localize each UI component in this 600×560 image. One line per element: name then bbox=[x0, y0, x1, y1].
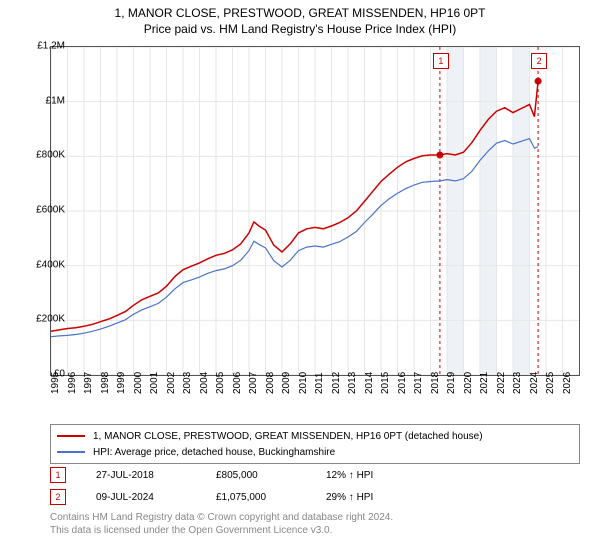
sale-delta: 29% ↑ HPI bbox=[326, 492, 416, 503]
x-axis-label: 2006 bbox=[232, 372, 243, 394]
x-axis-label: 2001 bbox=[149, 372, 160, 394]
x-axis-label: 2025 bbox=[545, 372, 556, 394]
titles: 1, MANOR CLOSE, PRESTWOOD, GREAT MISSEND… bbox=[0, 0, 600, 36]
chart-plot-area: 12 bbox=[50, 46, 580, 376]
sales-table: 1 27-JUL-2018 £805,000 12% ↑ HPI 2 09-JU… bbox=[50, 464, 580, 508]
x-axis-label: 2010 bbox=[298, 372, 309, 394]
x-axis-label: 1996 bbox=[67, 372, 78, 394]
x-axis-label: 2020 bbox=[463, 372, 474, 394]
x-axis-label: 2026 bbox=[562, 372, 573, 394]
x-axis-label: 2000 bbox=[133, 372, 144, 394]
sale-delta: 12% ↑ HPI bbox=[326, 470, 416, 481]
x-axis-label: 2016 bbox=[397, 372, 408, 394]
x-axis-label: 2022 bbox=[496, 372, 507, 394]
legend-label: HPI: Average price, detached house, Buck… bbox=[93, 447, 335, 458]
chart-svg bbox=[51, 47, 579, 375]
x-axis-label: 1995 bbox=[50, 372, 61, 394]
sale-price: £805,000 bbox=[216, 470, 326, 481]
y-axis-label: £200K bbox=[25, 314, 65, 325]
badge-number: 2 bbox=[55, 492, 60, 502]
y-axis-label: £800K bbox=[25, 150, 65, 161]
legend-box: 1, MANOR CLOSE, PRESTWOOD, GREAT MISSEND… bbox=[50, 424, 580, 464]
sale-badge: 1 bbox=[50, 467, 66, 483]
x-axis-label: 2018 bbox=[430, 372, 441, 394]
y-axis-label: £600K bbox=[25, 205, 65, 216]
x-axis-label: 2017 bbox=[413, 372, 424, 394]
sale-date: 27-JUL-2018 bbox=[96, 470, 216, 481]
footer-line: This data is licensed under the Open Gov… bbox=[50, 524, 393, 537]
x-axis-label: 2019 bbox=[446, 372, 457, 394]
x-axis-label: 2012 bbox=[331, 372, 342, 394]
x-axis-label: 2024 bbox=[529, 372, 540, 394]
title-address: 1, MANOR CLOSE, PRESTWOOD, GREAT MISSEND… bbox=[0, 6, 600, 20]
table-row: 1 27-JUL-2018 £805,000 12% ↑ HPI bbox=[50, 464, 580, 486]
table-row: 2 09-JUL-2024 £1,075,000 29% ↑ HPI bbox=[50, 486, 580, 508]
x-axis-label: 2009 bbox=[281, 372, 292, 394]
x-axis-label: 1998 bbox=[100, 372, 111, 394]
y-axis-label: £400K bbox=[25, 259, 65, 270]
x-axis-label: 1999 bbox=[116, 372, 127, 394]
x-axis-label: 2003 bbox=[182, 372, 193, 394]
x-axis-label: 2021 bbox=[479, 372, 490, 394]
legend-row: 1, MANOR CLOSE, PRESTWOOD, GREAT MISSEND… bbox=[57, 428, 573, 444]
y-axis-label: £1.2M bbox=[25, 41, 65, 52]
legend-row: HPI: Average price, detached house, Buck… bbox=[57, 444, 573, 460]
x-axis-label: 2002 bbox=[166, 372, 177, 394]
title-subtitle: Price paid vs. HM Land Registry's House … bbox=[0, 22, 600, 36]
x-axis-label: 2011 bbox=[314, 372, 325, 394]
sale-price: £1,075,000 bbox=[216, 492, 326, 503]
sale-badge: 2 bbox=[50, 489, 66, 505]
legend-swatch bbox=[57, 435, 85, 437]
x-axis-label: 2013 bbox=[347, 372, 358, 394]
x-axis-label: 2007 bbox=[248, 372, 259, 394]
legend-swatch bbox=[57, 451, 85, 453]
sale-date: 09-JUL-2024 bbox=[96, 492, 216, 503]
badge-number: 1 bbox=[55, 470, 60, 480]
chart-marker-badge: 1 bbox=[433, 53, 449, 69]
y-axis-label: £1M bbox=[25, 95, 65, 106]
x-axis-label: 2005 bbox=[215, 372, 226, 394]
x-axis-label: 2008 bbox=[265, 372, 276, 394]
footer-attribution: Contains HM Land Registry data © Crown c… bbox=[50, 511, 393, 537]
footer-line: Contains HM Land Registry data © Crown c… bbox=[50, 511, 393, 524]
x-axis-label: 2023 bbox=[512, 372, 523, 394]
x-axis-label: 2015 bbox=[380, 372, 391, 394]
x-axis-label: 2014 bbox=[364, 372, 375, 394]
legend-label: 1, MANOR CLOSE, PRESTWOOD, GREAT MISSEND… bbox=[93, 431, 483, 442]
chart-container: 1, MANOR CLOSE, PRESTWOOD, GREAT MISSEND… bbox=[0, 0, 600, 560]
x-axis-label: 1997 bbox=[83, 372, 94, 394]
x-axis-label: 2004 bbox=[199, 372, 210, 394]
chart-marker-badge: 2 bbox=[531, 53, 547, 69]
